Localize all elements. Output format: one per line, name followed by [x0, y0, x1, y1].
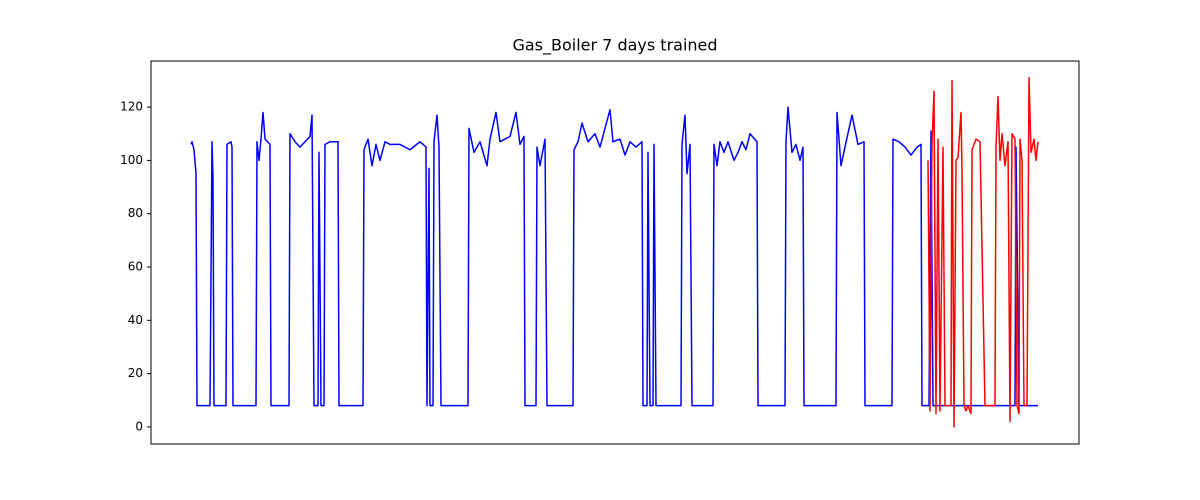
- y-tick-label: 20: [128, 366, 143, 380]
- y-tick-label: 40: [128, 313, 143, 327]
- y-tick-label: 0: [135, 419, 143, 433]
- axes-frame: [150, 60, 1080, 445]
- plot-area: [190, 77, 1039, 428]
- series-line: [927, 77, 1039, 428]
- y-tick-label: 60: [128, 260, 143, 274]
- y-tick-label: 80: [128, 206, 143, 220]
- chart-title: Gas_Boiler 7 days trained: [512, 36, 717, 56]
- y-tick-label: 100: [120, 153, 143, 167]
- y-tick-label: 120: [120, 100, 143, 114]
- series-line: [190, 106, 1038, 407]
